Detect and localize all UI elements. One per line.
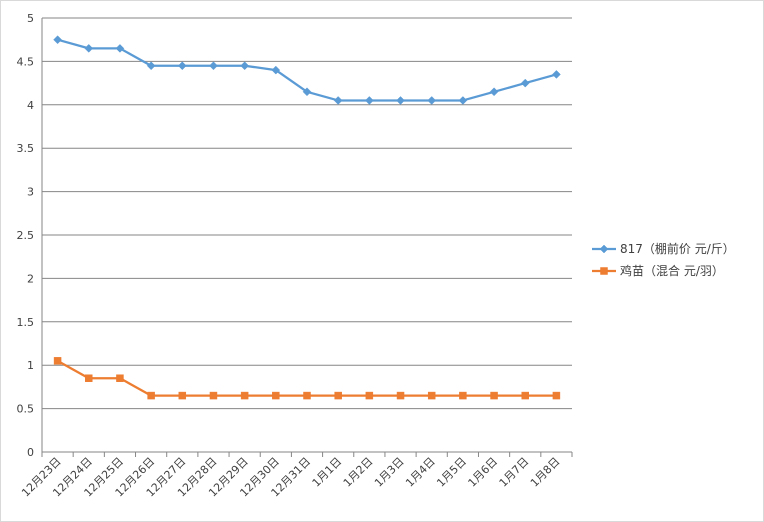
x-tick-label: 1月8日 [528,455,563,490]
data-point [271,65,281,75]
data-point [53,35,62,45]
y-tick-label: 0 [27,446,34,459]
y-tick-label: 4 [27,99,34,112]
legend-entry: 817（棚前价 元/斤） [592,241,735,256]
series-1 [53,35,561,105]
data-point [600,267,608,275]
y-tick-label: 1.5 [17,316,35,329]
legend-entry: 鸡苗（混合 元/羽） [592,263,724,278]
data-point [333,96,343,105]
data-point [303,391,311,400]
data-point [427,391,436,400]
data-point [178,391,187,400]
x-tick-label: 1月3日 [372,455,407,490]
y-tick-label: 5 [27,12,34,25]
data-point [520,78,530,88]
legend-label: 817（棚前价 元/斤） [620,241,735,256]
series-line [57,359,557,397]
data-point [334,391,342,400]
data-point [146,61,156,71]
data-point [84,44,94,53]
y-tick-label: 3 [27,186,34,199]
data-point [396,391,405,400]
data-point [459,391,467,400]
y-tick-label: 3.5 [17,142,35,155]
data-point [85,374,93,382]
data-point [115,44,125,53]
data-point [365,391,374,400]
y-tick-label: 1 [27,359,34,372]
data-point [116,374,124,382]
x-tick-label: 1月2日 [341,455,376,490]
series-2 [53,357,561,400]
data-point [209,391,218,400]
data-point [458,96,468,105]
data-point [364,96,374,105]
x-tick-label: 1月7日 [497,455,532,490]
data-point [177,61,187,71]
data-point [599,244,609,254]
data-point [396,96,405,105]
x-tick-label: 1月5日 [434,455,469,490]
data-point [521,391,529,400]
legend: 817（棚前价 元/斤） 鸡苗（混合 元/羽） [592,241,735,278]
y-tick-label: 4.5 [17,55,35,68]
gridlines [42,17,572,410]
data-point [490,391,498,400]
x-tick-label: 1月1日 [310,455,345,490]
series [53,35,561,400]
data-point [53,357,62,365]
legend-label: 鸡苗（混合 元/羽） [620,263,724,278]
data-point [240,391,249,400]
x-tick-label: 1月6日 [466,455,501,490]
y-tick-label: 2.5 [17,229,35,242]
y-tick-label: 0.5 [17,403,35,416]
data-point [489,87,499,97]
y-tick-label: 2 [27,272,34,285]
data-point [302,87,312,97]
axes: 00.511.522.533.544.5512月23日12月24日12月25日1… [17,12,573,499]
data-point [209,61,218,71]
data-point [427,96,437,105]
data-point [552,70,561,79]
data-point [552,391,561,400]
data-point [147,391,155,400]
data-point [272,391,280,400]
data-point [240,61,250,71]
x-tick-label: 1月4日 [403,455,438,490]
